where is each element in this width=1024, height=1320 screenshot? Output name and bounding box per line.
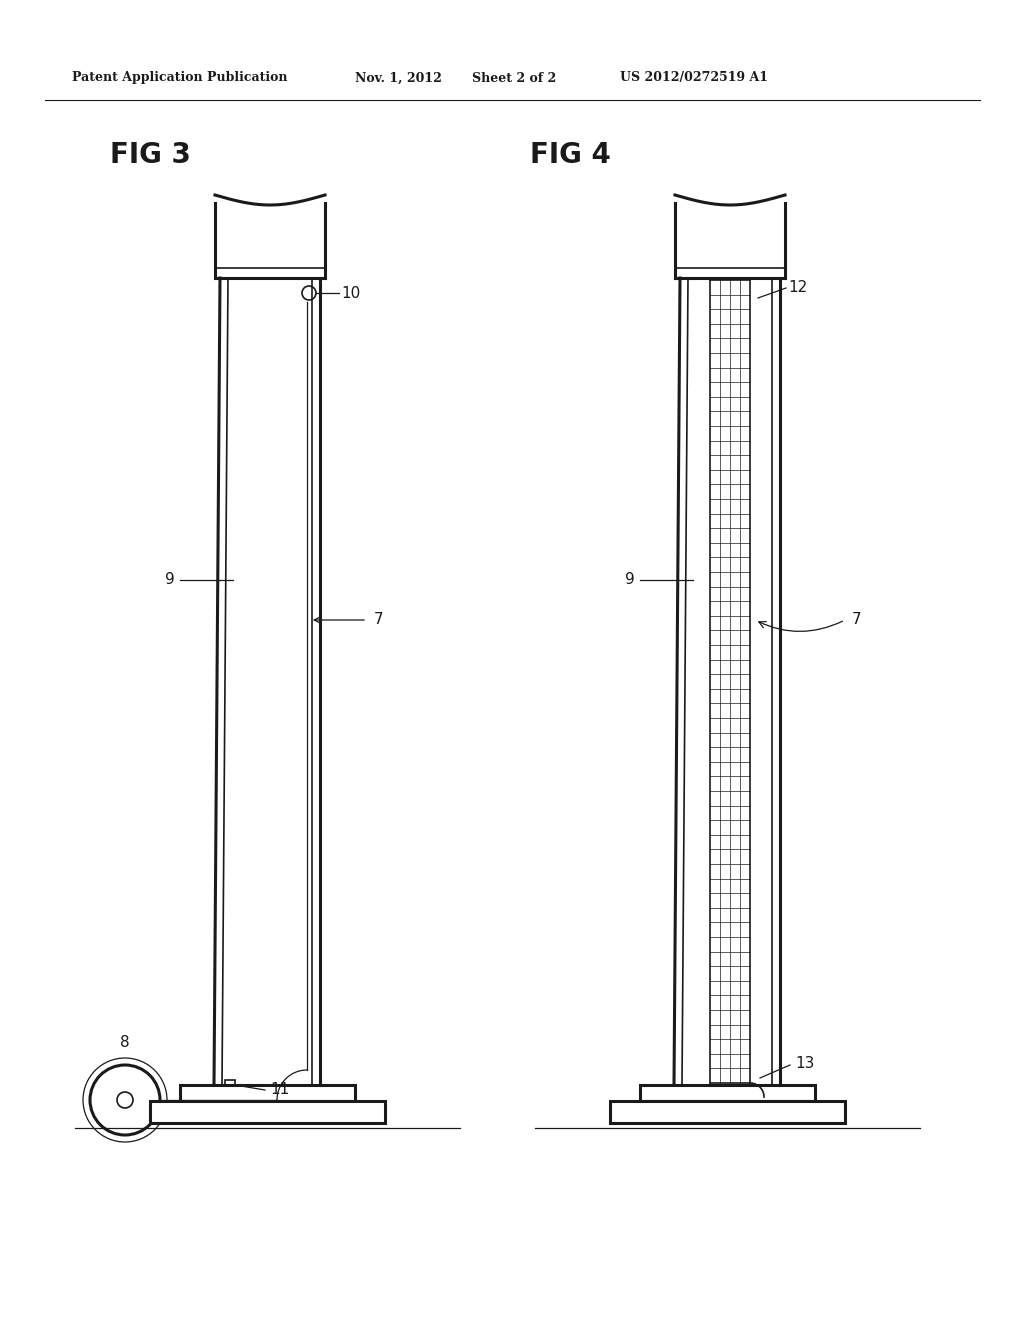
Bar [180, 1085, 355, 1101]
Text: Sheet 2 of 2: Sheet 2 of 2 [472, 71, 556, 84]
Text: 8: 8 [120, 1035, 130, 1049]
Text: 13: 13 [795, 1056, 814, 1071]
Text: Patent Application Publication: Patent Application Publication [72, 71, 288, 84]
Text: 7: 7 [852, 612, 861, 627]
Bar [225, 1080, 234, 1097]
Text: FIG 4: FIG 4 [530, 141, 611, 169]
Text: Nov. 1, 2012: Nov. 1, 2012 [355, 71, 442, 84]
Text: 9: 9 [625, 573, 635, 587]
Text: 9: 9 [165, 573, 175, 587]
Bar [640, 1085, 815, 1101]
Bar [150, 1101, 385, 1123]
Text: 11: 11 [270, 1082, 289, 1097]
Text: FIG 3: FIG 3 [110, 141, 190, 169]
Bar [610, 1101, 845, 1123]
Text: US 2012/0272519 A1: US 2012/0272519 A1 [620, 71, 768, 84]
Text: 10: 10 [341, 285, 360, 301]
Text: 7: 7 [374, 612, 384, 627]
Text: 12: 12 [788, 281, 807, 296]
